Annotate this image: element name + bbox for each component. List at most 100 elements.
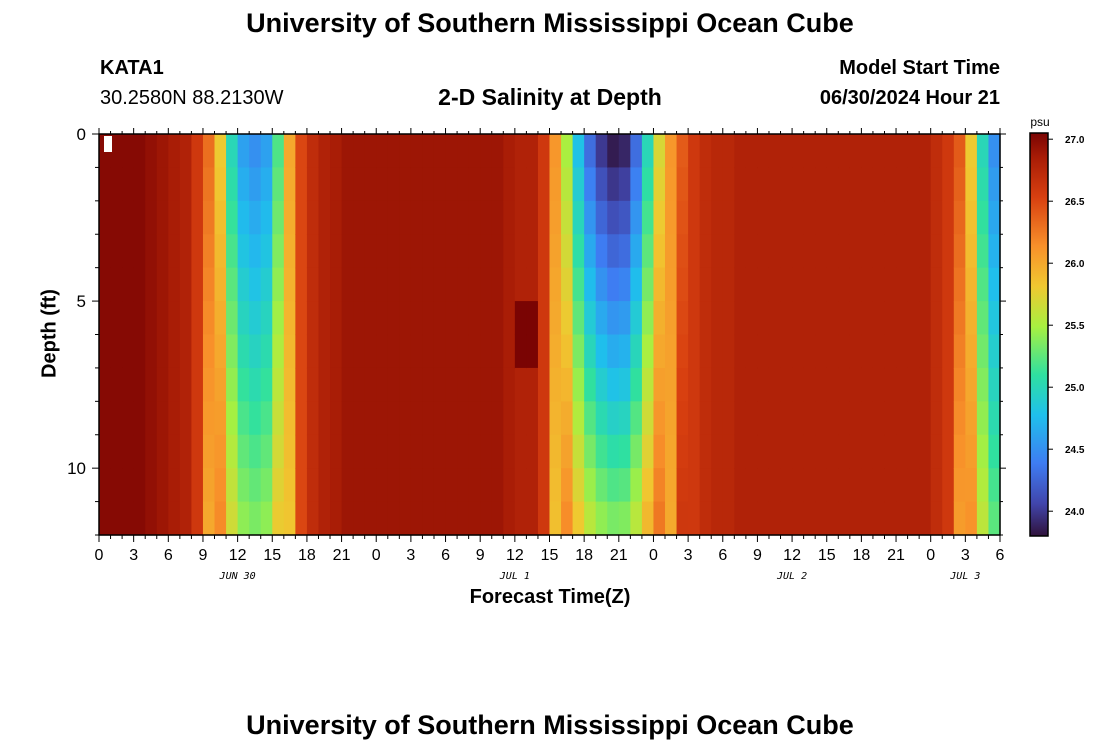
heatmap-cell (145, 468, 158, 503)
heatmap-cell (838, 134, 851, 169)
heatmap-cell (653, 267, 666, 302)
heatmap-cell (618, 134, 631, 169)
heatmap-cell (214, 234, 227, 269)
heatmap-cell (537, 134, 551, 169)
x-tick-label: 21 (610, 547, 628, 564)
heatmap-cell (815, 234, 828, 269)
heatmap-cell (341, 200, 354, 235)
heatmap-cell (630, 468, 643, 503)
heatmap-cell (491, 200, 504, 235)
heatmap-cell (330, 401, 343, 436)
heatmap-cell (387, 434, 400, 469)
heatmap-cell (942, 267, 955, 302)
heatmap-cell (896, 334, 909, 369)
heatmap-cell (722, 301, 735, 336)
heatmap-cell (792, 234, 805, 269)
heatmap-cell (353, 267, 366, 302)
heatmap-cell (953, 134, 966, 169)
heatmap-cell (745, 234, 759, 269)
heatmap-cell (503, 267, 516, 302)
heatmap-cell (745, 501, 759, 536)
heatmap-cell (341, 167, 354, 202)
heatmap-cell (283, 334, 296, 369)
heatmap-cell (815, 167, 828, 202)
heatmap-cell (641, 267, 655, 302)
heatmap-cell (249, 167, 262, 202)
heatmap-cell (514, 468, 527, 503)
heatmap-cell (514, 134, 527, 169)
heatmap-cell (942, 334, 955, 369)
heatmap-cell (792, 200, 805, 235)
heatmap-cell (133, 401, 146, 436)
heatmap-cell (884, 267, 897, 302)
heatmap-cell (202, 468, 216, 503)
heatmap-cell (410, 434, 424, 469)
heatmap-cell (283, 501, 296, 536)
heatmap-cell (191, 334, 204, 369)
heatmap-cell (792, 167, 805, 202)
heatmap-cell (907, 134, 920, 169)
heatmap-cell (99, 468, 112, 503)
heatmap-cell (688, 267, 701, 302)
heatmap-cell (561, 234, 574, 269)
heatmap-cell (295, 167, 308, 202)
heatmap-cell (849, 167, 862, 202)
heatmap-cell (226, 501, 239, 536)
heatmap-cell (99, 501, 112, 536)
heatmap-cell (676, 401, 689, 436)
station-id: KATA1 (100, 57, 164, 79)
heatmap-cell (884, 334, 897, 369)
heatmap-cell (202, 200, 216, 235)
heatmap-cell (145, 234, 158, 269)
x-tick-label: 21 (887, 547, 905, 564)
heatmap-cell (722, 134, 735, 169)
heatmap-cell (214, 167, 227, 202)
heatmap-cell (156, 334, 169, 369)
heatmap-cell (826, 200, 839, 235)
heatmap-cell (584, 334, 597, 369)
heatmap-cell (202, 301, 216, 336)
heatmap-cell (480, 468, 493, 503)
heatmap-cell (653, 167, 666, 202)
heatmap-cell (422, 401, 435, 436)
heatmap-cell (226, 167, 239, 202)
colorbar-tick-label: 25.0 (1065, 383, 1085, 394)
heatmap-cell (191, 401, 204, 436)
heatmap-cell (133, 434, 146, 469)
heatmap-cell (942, 301, 955, 336)
x-tick-label: 9 (753, 547, 762, 564)
heatmap-cell (757, 301, 770, 336)
heatmap-cell (641, 301, 655, 336)
heatmap-cell (410, 134, 424, 169)
heatmap-cell (179, 334, 193, 369)
heatmap-cell (803, 134, 816, 169)
heatmap-cell (942, 367, 955, 402)
heatmap-cell (595, 401, 608, 436)
heatmap-cell (295, 334, 308, 369)
heatmap-cell (272, 167, 285, 202)
heatmap-cell (237, 200, 250, 235)
heatmap-cell (468, 501, 481, 536)
heatmap-cell (722, 267, 735, 302)
heatmap-cell (376, 501, 389, 536)
heatmap-cell (387, 267, 400, 302)
heatmap-cell (930, 401, 943, 436)
heatmap-cell (341, 434, 354, 469)
heatmap-cell (965, 367, 978, 402)
heatmap-cell (665, 434, 678, 469)
heatmap-cell (699, 401, 712, 436)
heatmap-cell (133, 334, 146, 369)
colorbar-tick-label: 24.5 (1065, 445, 1085, 456)
heatmap-cell (745, 334, 759, 369)
heatmap-cell (168, 267, 181, 302)
heatmap-cell (260, 468, 273, 503)
heatmap-cell (295, 200, 308, 235)
heatmap-cell (872, 434, 886, 469)
heatmap-cell (711, 468, 724, 503)
heatmap-cell (526, 267, 539, 302)
heatmap-cell (503, 200, 516, 235)
heatmap-cell (572, 468, 585, 503)
heatmap-cell (976, 401, 990, 436)
heatmap-cell (283, 367, 296, 402)
colorbar-unit: psu (1030, 115, 1049, 129)
